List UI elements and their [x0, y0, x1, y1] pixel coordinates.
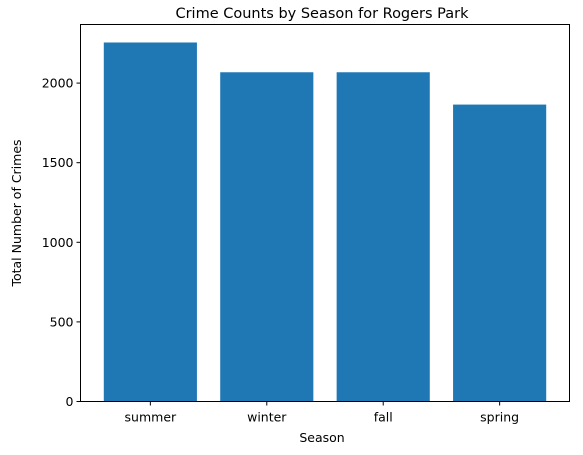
x-tick-label-spring: spring — [480, 410, 519, 425]
x-tick-label-fall: fall — [374, 410, 393, 425]
bar-spring — [453, 104, 547, 402]
bar-winter — [220, 72, 314, 402]
bars-group — [103, 42, 547, 402]
y-tick-label-2000: 2000 — [42, 76, 74, 91]
x-axis-label: Season — [299, 430, 344, 445]
x-axis-ticks: summer winter fall spring — [125, 401, 519, 425]
y-tick-label-0: 0 — [66, 394, 74, 409]
chart-title: Crime Counts by Season for Rogers Park — [175, 6, 469, 22]
bar-fall — [336, 72, 430, 402]
y-tick-label-500: 500 — [50, 314, 74, 329]
plot-frame — [80, 24, 570, 402]
y-axis-label: Total Number of Crimes — [9, 139, 24, 287]
bar-summer — [103, 42, 197, 402]
y-tick-label-1500: 1500 — [42, 155, 74, 170]
x-tick-label-winter: winter — [247, 410, 287, 425]
y-tick-label-1000: 1000 — [42, 235, 74, 250]
y-axis-ticks: 0 500 1000 1500 2000 — [42, 76, 81, 409]
x-tick-label-summer: summer — [125, 410, 177, 425]
